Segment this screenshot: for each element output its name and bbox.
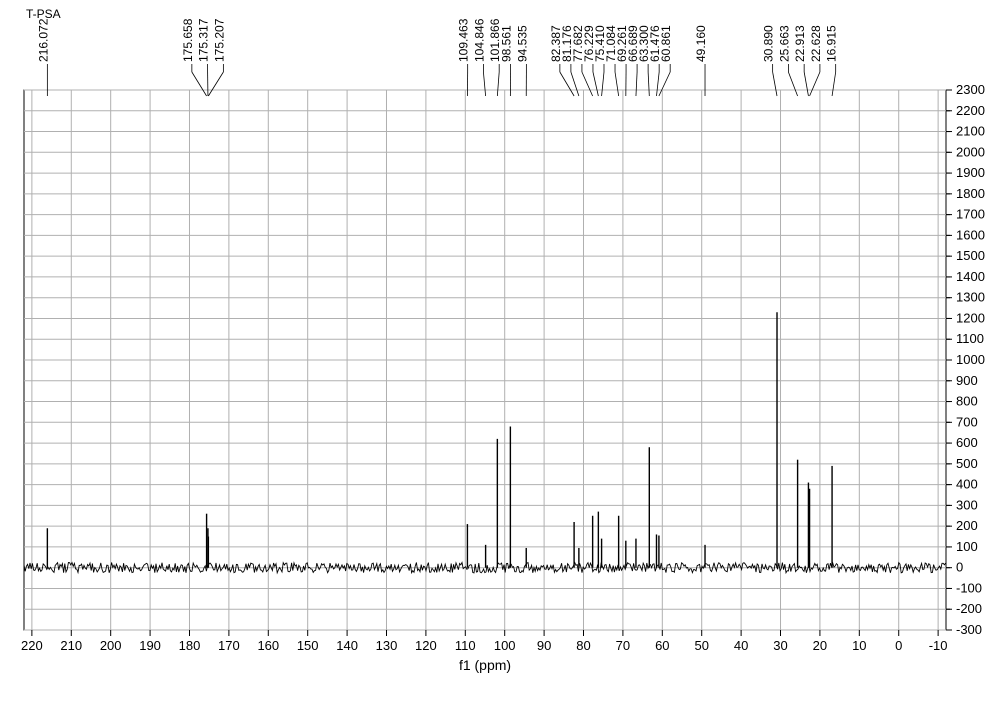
y-tick-label: 1500 (956, 248, 985, 263)
x-tick-label: 200 (100, 638, 122, 653)
x-tick-label: 120 (415, 638, 437, 653)
y-tick-label: -300 (956, 622, 982, 637)
peak-label: 60.861 (659, 25, 673, 62)
peak-label: 22.913 (793, 25, 807, 62)
x-tick-label: 160 (257, 638, 279, 653)
peaks (47, 312, 832, 567)
y-tick-label: 0 (956, 560, 963, 575)
x-tick-label: 110 (455, 638, 476, 653)
peak-label: 104.846 (472, 18, 486, 62)
y-tick-label: 1900 (956, 165, 985, 180)
x-tick-label: 0 (895, 638, 902, 653)
y-tick-label: 1300 (956, 290, 985, 305)
peak-label: 25.663 (777, 25, 791, 62)
y-tick-label: 600 (956, 435, 978, 450)
x-tick-label: 140 (336, 638, 358, 653)
x-tick-label: 40 (734, 638, 748, 653)
x-tick-label: 60 (655, 638, 669, 653)
x-tick-label: 80 (576, 638, 590, 653)
peak-label: 175.317 (197, 18, 211, 62)
y-tick-label: 300 (956, 497, 978, 512)
y-tick-label: 2000 (956, 144, 985, 159)
x-tick-label: 130 (376, 638, 398, 653)
y-tick-label: 2100 (956, 124, 985, 139)
y-tick-label: 1400 (956, 269, 985, 284)
x-tick-label: 90 (537, 638, 551, 653)
peak-label: 216.072 (36, 18, 50, 62)
y-tick-label: 1200 (956, 310, 985, 325)
peak-label: 109.463 (457, 18, 471, 62)
nmr-spectrum-chart: 2202102001901801701601501401301201101009… (0, 0, 1000, 719)
x-tick-label: 70 (616, 638, 630, 653)
y-tick-label: -100 (956, 580, 982, 595)
y-tick-label: 200 (956, 518, 978, 533)
y-tick-label: 800 (956, 394, 978, 409)
y-axis: 2300220021002000190018001700160015001400… (946, 82, 985, 637)
y-tick-label: 500 (956, 456, 978, 471)
peak-label: 94.535 (515, 25, 529, 62)
y-tick-label: 2200 (956, 103, 985, 118)
x-tick-label: 220 (21, 638, 43, 653)
peak-label: 22.628 (809, 25, 823, 62)
x-tick-label: 180 (179, 638, 201, 653)
experiment-label: T-PSA (26, 7, 61, 21)
peak-labels: 216.072 175.658175.317175.207 109.463104.8… (36, 18, 838, 96)
y-tick-label: 100 (956, 539, 978, 554)
x-tick-label: 100 (494, 638, 516, 653)
y-tick-label: 1600 (956, 227, 985, 242)
peak-label: 16.915 (825, 25, 839, 62)
y-tick-label: 1700 (956, 207, 985, 222)
y-tick-label: 400 (956, 477, 978, 492)
y-tick-label: 1100 (956, 331, 984, 346)
peak-label: 30.890 (762, 25, 776, 62)
x-tick-label: -10 (929, 638, 948, 653)
x-tick-label: 150 (297, 638, 319, 653)
x-tick-label: 190 (139, 638, 161, 653)
x-tick-label: 30 (773, 638, 787, 653)
x-tick-label: 50 (694, 638, 708, 653)
x-tick-label: 210 (60, 638, 82, 653)
x-axis-label: f1 (ppm) (459, 657, 511, 673)
y-tick-label: -200 (956, 601, 982, 616)
peak-label: 175.207 (212, 18, 226, 62)
peak-label: 98.561 (500, 25, 514, 62)
x-axis: 2202102001901801701601501401301201101009… (21, 630, 947, 653)
x-tick-label: 20 (813, 638, 827, 653)
peak-label: 49.160 (694, 25, 708, 62)
x-tick-label: 170 (218, 638, 240, 653)
y-tick-label: 700 (956, 414, 978, 429)
peak-label: 175.658 (181, 18, 195, 62)
y-tick-label: 1000 (956, 352, 985, 367)
y-tick-label: 1800 (956, 186, 985, 201)
y-tick-label: 900 (956, 373, 978, 388)
y-tick-label: 2300 (956, 82, 985, 97)
x-tick-label: 10 (852, 638, 866, 653)
